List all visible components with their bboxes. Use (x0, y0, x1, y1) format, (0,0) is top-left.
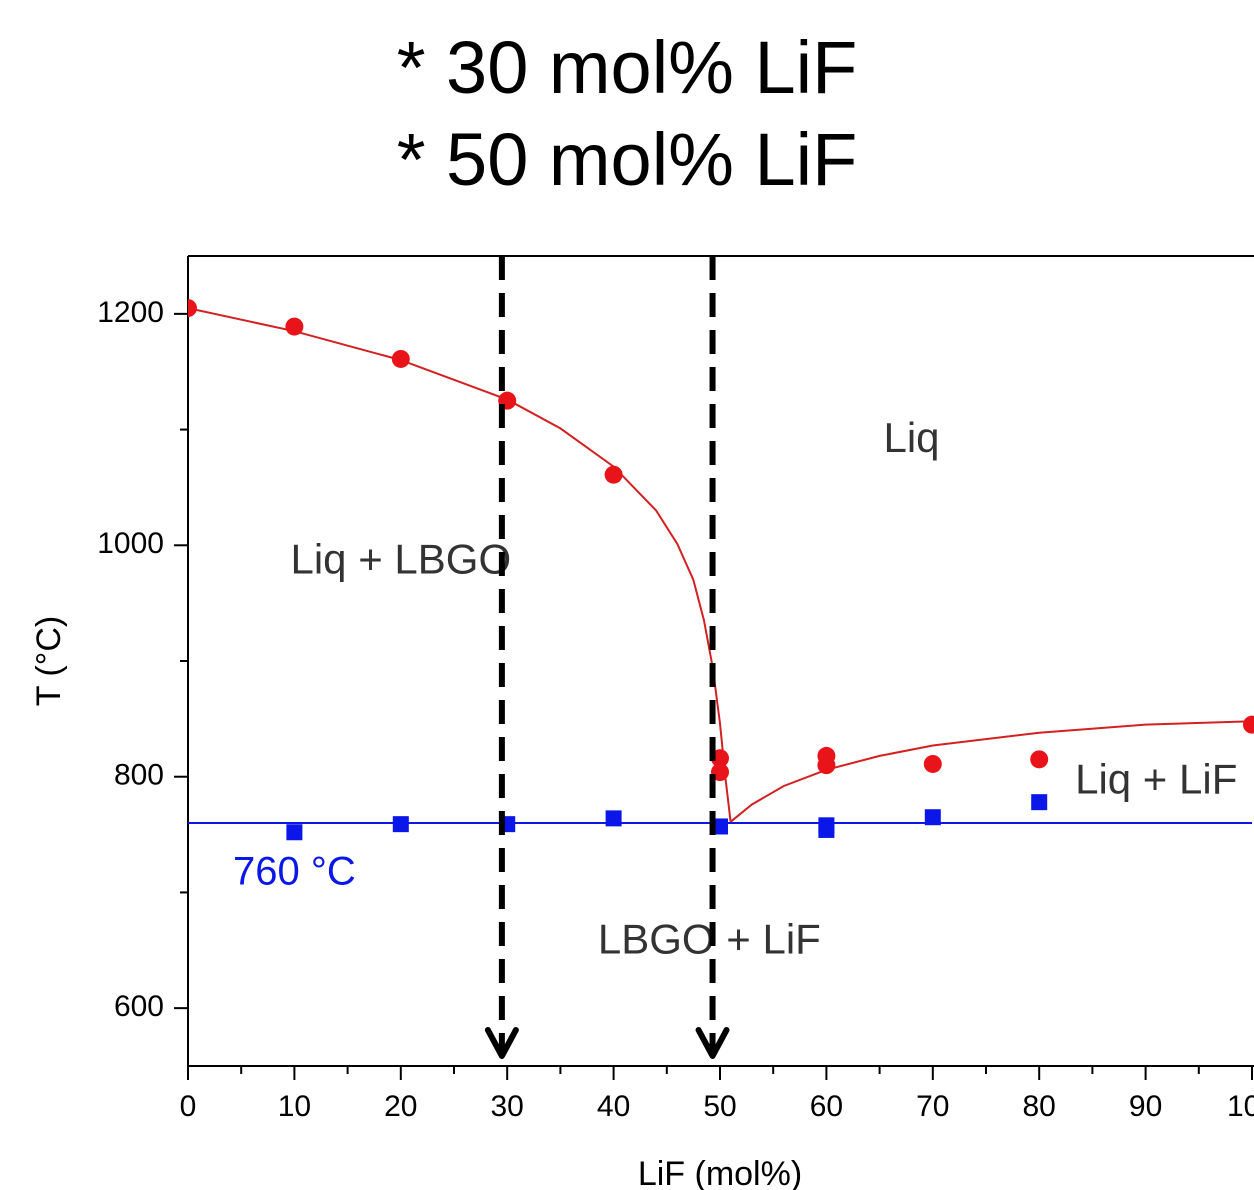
x-tick-label: 70 (916, 1090, 949, 1123)
x-tick-label: 60 (810, 1090, 843, 1123)
plot-content: Liq Liq + LBGO Liq + LiF LBGO + LiF 760 °C (188, 299, 1254, 962)
region-label: LBGO + LiF (598, 915, 821, 962)
header-line-1: * 30 mol% LiF (396, 26, 858, 109)
eutectic-data-point (605, 810, 622, 827)
x-axis-title: LiF (mol%) (638, 1155, 802, 1190)
axes: 0 10 20 30 40 50 60 70 80 90 100 600 800 1000 1200 LiF … (30, 296, 1254, 1190)
x-tick-label: 50 (703, 1090, 736, 1123)
region-label: Liq + LiF (1075, 756, 1237, 803)
x-tick-label: 30 (491, 1090, 524, 1123)
x-tick-label: 100 (1227, 1090, 1254, 1123)
x-tick-label: 80 (1023, 1090, 1056, 1123)
liquidus-curve-left (188, 307, 732, 822)
liquidus-data-point (604, 465, 623, 484)
y-tick-label: 1000 (97, 527, 164, 560)
region-label: Liq + LBGO (290, 536, 511, 583)
liquidus-data-point (817, 756, 836, 775)
eutectic-data-point (818, 821, 835, 838)
x-tick-label: 20 (384, 1090, 417, 1123)
eutectic-data-point (712, 818, 728, 835)
liquidus-data-point (1243, 715, 1254, 734)
liquidus-data-point (285, 317, 304, 336)
plot-overlay (484, 256, 730, 1059)
y-axis-title: T (°C) (30, 616, 68, 706)
liquidus-curve-right (729, 720, 1253, 823)
liquidus-data-point (1030, 750, 1049, 769)
arrow-down-icon (484, 1027, 519, 1059)
liquidus-data-point (188, 299, 197, 318)
x-tick-label: 40 (597, 1090, 630, 1123)
y-tick-label: 600 (114, 990, 164, 1023)
x-tick-label: 0 (180, 1090, 197, 1123)
x-tick-label: 90 (1129, 1090, 1162, 1123)
liquidus-data-point (923, 754, 942, 773)
arrow-down-icon (695, 1027, 730, 1059)
liquidus-data-point (391, 349, 410, 368)
eutectic-label: 760 °C (233, 849, 356, 893)
eutectic-data-point (1031, 794, 1048, 811)
eutectic-data-point (286, 824, 303, 841)
x-tick-label: 10 (278, 1090, 311, 1123)
region-label: Liq (883, 414, 939, 461)
eutectic-data-point (924, 809, 941, 826)
y-tick-label: 1200 (97, 296, 164, 329)
chart-header: * 30 mol% LiF * 50 mol% LiF (0, 22, 1254, 206)
y-tick-label: 800 (114, 759, 164, 792)
header-line-2: * 50 mol% LiF (396, 118, 858, 201)
eutectic-data-point (392, 816, 409, 833)
